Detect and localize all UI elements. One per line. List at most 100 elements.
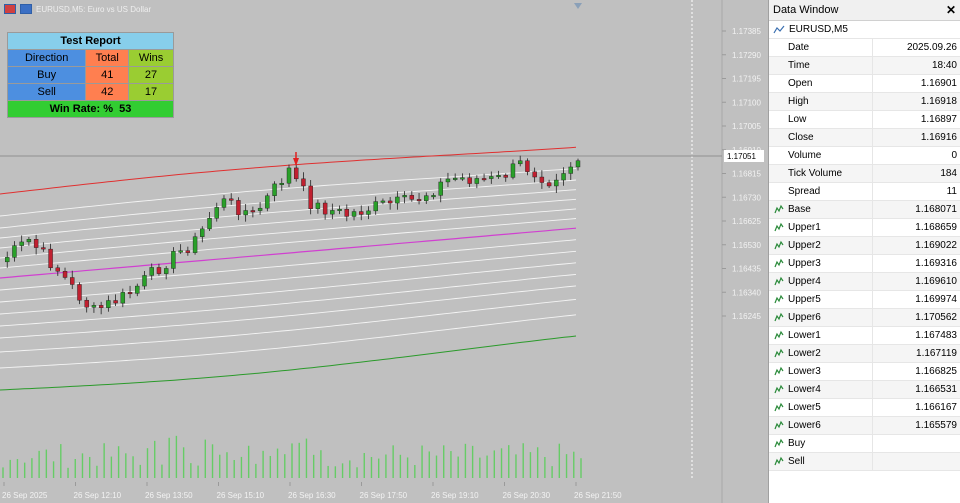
row-label-text: Upper6 xyxy=(788,312,821,323)
data-window-row: Base 1.168071 xyxy=(769,201,960,219)
indicator-line-icon xyxy=(774,204,784,214)
price-label: 1.16245 xyxy=(732,312,761,321)
data-window-row: Lower6 1.165579 xyxy=(769,417,960,435)
time-label: 26 Sep 19:10 xyxy=(431,491,479,500)
price-label: 1.16815 xyxy=(732,170,761,179)
row-label-text: Upper5 xyxy=(788,294,821,305)
price-label: 1.17290 xyxy=(732,51,761,60)
data-window-row-value: 184 xyxy=(940,168,957,179)
row-label-text: Tick Volume xyxy=(788,168,843,179)
data-window-row-value: 1.169610 xyxy=(915,276,957,287)
candle-body xyxy=(41,247,46,250)
candle-body xyxy=(467,177,472,184)
data-window-row: Upper6 1.170562 xyxy=(769,309,960,327)
indicator-line-icon xyxy=(774,222,784,232)
candle-body xyxy=(330,210,335,215)
data-window-row-value: 1.16901 xyxy=(920,78,957,89)
candle-body xyxy=(301,178,306,187)
candle-body xyxy=(272,183,277,196)
candle-body xyxy=(207,218,212,230)
row-label-text: Spread xyxy=(788,186,821,197)
data-window-row-value: 1.16918 xyxy=(920,96,957,107)
candle-body xyxy=(286,167,292,184)
candle-body xyxy=(380,200,386,203)
candle-body xyxy=(315,202,321,209)
data-window-row: High 1.16918 xyxy=(769,93,960,111)
candle-body xyxy=(236,200,241,216)
data-window-row-label: Base xyxy=(769,201,873,218)
band-line xyxy=(0,239,577,291)
win-rate-value: 53 xyxy=(119,103,132,115)
candle-body xyxy=(294,167,299,180)
time-label: 26 Sep 17:50 xyxy=(360,491,408,500)
candle-body xyxy=(221,198,227,208)
data-window-row: Spread 11 xyxy=(769,183,960,201)
candle-body xyxy=(489,176,494,179)
candle-body xyxy=(33,239,39,248)
data-window-row: Time 18:40 xyxy=(769,57,960,75)
data-window-row: Open 1.16901 xyxy=(769,75,960,93)
candle-body xyxy=(561,173,566,181)
data-window-row-label: Upper2 xyxy=(769,237,873,254)
data-window-row-value: 1.16897 xyxy=(920,114,957,125)
band-line xyxy=(0,208,577,259)
price-chart[interactable]: 1.173851.172901.171951.171001.170051.169… xyxy=(0,0,768,503)
time-label: 26 Sep 12:10 xyxy=(74,491,122,500)
report-buy-label: Buy xyxy=(6,66,87,84)
sell-arrow-icon xyxy=(293,158,299,166)
data-window-row-label: Spread xyxy=(769,183,873,200)
candle-body xyxy=(200,228,205,237)
data-window-row: Sell xyxy=(769,453,960,471)
candle-body xyxy=(171,251,176,269)
data-window-row-label: Close xyxy=(769,129,873,146)
data-window-row-label: Lower6 xyxy=(769,417,873,434)
data-window-row-value: 1.168071 xyxy=(915,204,957,215)
report-sell-total: 42 xyxy=(85,83,130,101)
row-label-text: Volume xyxy=(788,150,822,161)
candle-body xyxy=(359,211,364,215)
chart-shift-icon xyxy=(574,3,582,9)
candle-body xyxy=(568,166,573,174)
band-line xyxy=(0,285,577,339)
data-window-row: Close 1.16916 xyxy=(769,129,960,147)
report-sell-label: Sell xyxy=(6,83,87,101)
candle-body xyxy=(62,271,68,278)
band-line xyxy=(0,314,577,369)
time-label: 26 Sep 2025 xyxy=(2,491,48,500)
data-window-row-label: Tick Volume xyxy=(769,165,873,182)
candle-body xyxy=(91,305,97,308)
data-window-row: Lower3 1.166825 xyxy=(769,363,960,381)
data-window-row: Upper1 1.168659 xyxy=(769,219,960,237)
data-window-symbol: EURUSD,M5 xyxy=(789,24,848,35)
data-window-row-value xyxy=(873,453,960,470)
data-window-row: Low 1.16897 xyxy=(769,111,960,129)
time-label: 26 Sep 15:10 xyxy=(217,491,265,500)
price-label: 1.16340 xyxy=(732,288,761,297)
candle-body xyxy=(474,178,480,184)
win-rate-label: Win Rate: % xyxy=(49,103,114,115)
row-label-text: Open xyxy=(788,78,813,89)
report-sell-wins: 17 xyxy=(128,83,174,101)
candle-body xyxy=(77,284,82,301)
data-window-row-label: Buy xyxy=(769,435,873,452)
candle-body xyxy=(279,182,284,185)
candle-body xyxy=(12,245,17,258)
candle-body xyxy=(481,178,487,181)
indicator-line-icon xyxy=(774,366,784,376)
data-window-row: Volume 0 xyxy=(769,147,960,165)
row-label-text: Lower3 xyxy=(788,366,821,377)
data-window-row: Upper4 1.169610 xyxy=(769,273,960,291)
candle-body xyxy=(344,209,349,217)
chart-line-icon xyxy=(773,25,785,33)
data-window-row-label: Upper5 xyxy=(769,291,873,308)
band-line xyxy=(0,298,577,353)
data-window-row-value: 1.166167 xyxy=(915,402,957,413)
candle-body xyxy=(156,267,162,274)
chart-canvas[interactable]: 1.173851.172901.171951.171001.170051.169… xyxy=(0,0,768,503)
close-icon[interactable]: ✕ xyxy=(945,3,956,17)
data-window-row-value xyxy=(873,435,960,452)
chart-title: EURUSD,M5: Euro vs US Dollar xyxy=(36,4,152,14)
time-label: 26 Sep 20:30 xyxy=(503,491,551,500)
data-window-row-value: 1.169974 xyxy=(915,294,957,305)
candle-body xyxy=(5,257,10,263)
